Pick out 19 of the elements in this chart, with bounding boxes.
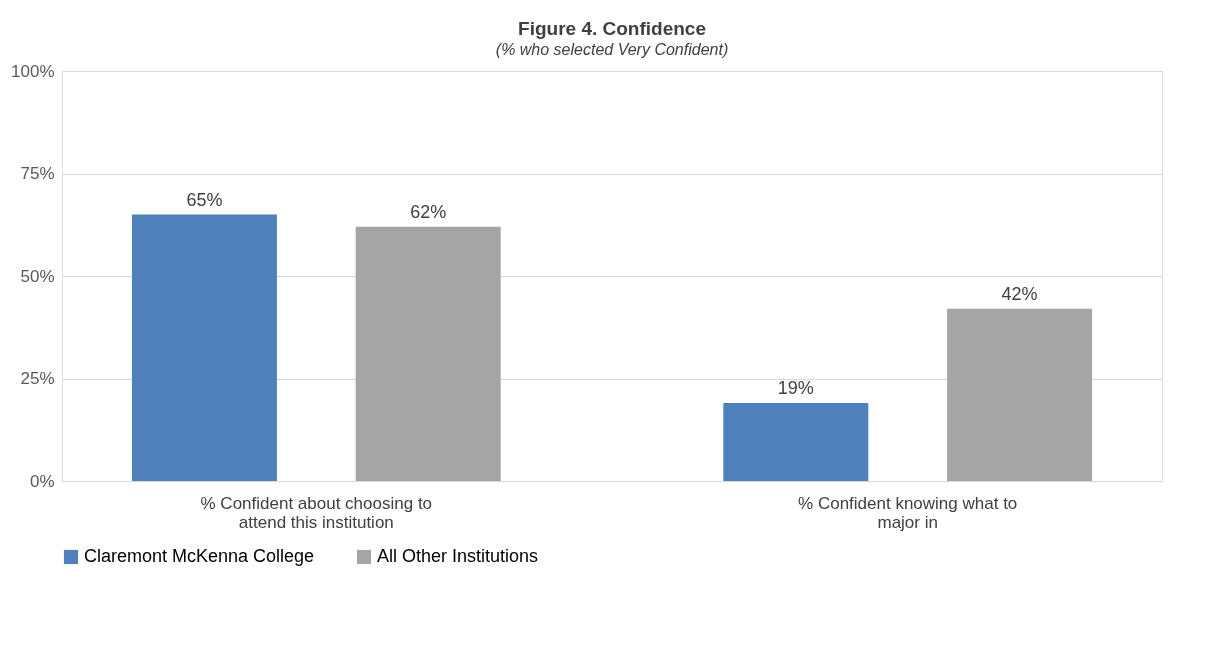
y-tick-label: 100% [11,61,55,81]
data-label: 62% [410,201,447,222]
chart-title: Figure 4. Confidence [518,18,706,39]
data-label: 42% [1001,283,1038,304]
y-tick-label: 0% [29,471,55,491]
y-tick-label: 75% [20,164,55,183]
x-tick-label: % Confident about choosing to attend this institution [200,493,433,532]
legend-label: All Other Institutions [377,546,539,566]
legend-label: Claremont McKenna College [84,546,315,566]
y-tick-label: 25% [20,369,55,388]
chart-subtitle: (% who selected Very Confident) [495,41,729,58]
bar [355,226,501,481]
x-tick-label: % Confident knowing what to major in [798,493,1018,532]
y-tick-label: 50% [20,266,55,286]
bar [947,308,1093,481]
bar [723,403,869,481]
data-label: 19% [777,378,814,399]
data-label: 65% [186,189,223,210]
bar [131,214,277,481]
